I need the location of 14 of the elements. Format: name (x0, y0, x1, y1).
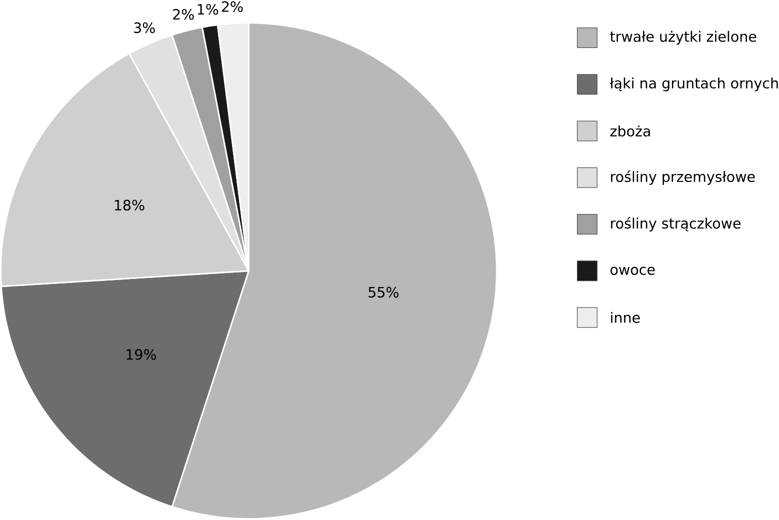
data-label: 2% (222, 1, 243, 12)
data-label: 19% (126, 349, 156, 360)
data-label: 18% (114, 200, 144, 211)
legend-label: inne (611, 312, 640, 324)
legend-label: rośliny strączkowe (611, 217, 741, 232)
legend-label: owoce (610, 266, 655, 276)
legend-label: rośliny przemysłowe (611, 170, 755, 186)
data-label: 3% (134, 22, 155, 34)
data-label: 1% (198, 4, 218, 15)
legend-label: łąki na gruntach ornych (610, 78, 778, 92)
legend-label: trwałe użytki zielone (610, 31, 756, 45)
data-label: 2% (173, 9, 194, 20)
legend-label: zboża (610, 126, 650, 137)
data-label: 55% (368, 287, 398, 298)
